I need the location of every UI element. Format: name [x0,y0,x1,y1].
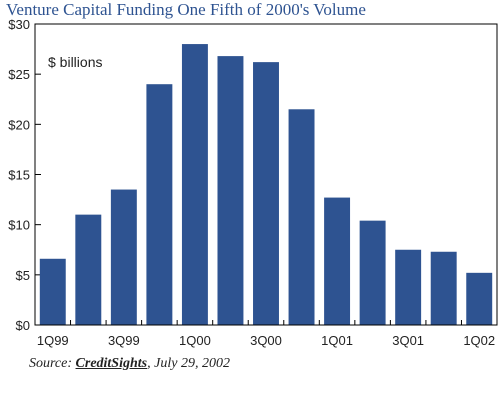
bar-2q01 [359,220,386,325]
y-tick-label: $10 [8,218,30,233]
bar-4q00 [288,109,315,326]
bar-2q00 [217,56,244,326]
x-tick-label: 1Q00 [179,333,211,348]
bar-3q00 [253,62,279,325]
x-tick-label: 3Q00 [250,333,282,348]
x-axis: 1Q99 3Q99 1Q00 3Q00 1Q01 3Q01 1Q02 [34,320,498,348]
bar-4q01 [430,251,457,325]
source-prefix: Source: [29,356,76,371]
x-tick-label: 1Q99 [37,333,69,348]
plot-border [34,23,498,326]
bar-3q99 [110,189,137,325]
source-brand: CreditSights [75,356,148,371]
bar-3q01 [395,249,422,325]
source-note: Source: CreditSights, July 29, 2002 [29,356,230,372]
x-tick-label: 3Q01 [392,333,424,348]
bar-1q00 [181,44,208,326]
y-tick-label: $20 [8,117,30,132]
chart-title: Venture Capital Funding One Fifth of 200… [6,0,366,19]
x-tick-label: 1Q02 [463,333,495,348]
y-axis: $0 $5 $10 $15 $20 $25 $30 [8,17,41,333]
bar-4q99 [146,84,173,325]
y-tick-label: $25 [8,67,30,82]
bar-2q99 [75,214,102,325]
units-annotation: $ billions [48,54,102,70]
bar-1q01 [324,197,351,325]
y-tick-label: $15 [8,168,30,183]
bar-1q99 [39,258,66,325]
bars [39,44,493,326]
y-tick-label: $5 [16,268,30,283]
bar-1q02 [466,272,493,325]
source-suffix: , July 29, 2002 [147,356,230,371]
plot-frame [34,23,498,326]
x-tick-label: 1Q01 [321,333,353,348]
y-tick-label: $0 [16,318,30,333]
y-tick-label: $30 [8,17,30,32]
x-tick-label: 3Q99 [108,333,140,348]
